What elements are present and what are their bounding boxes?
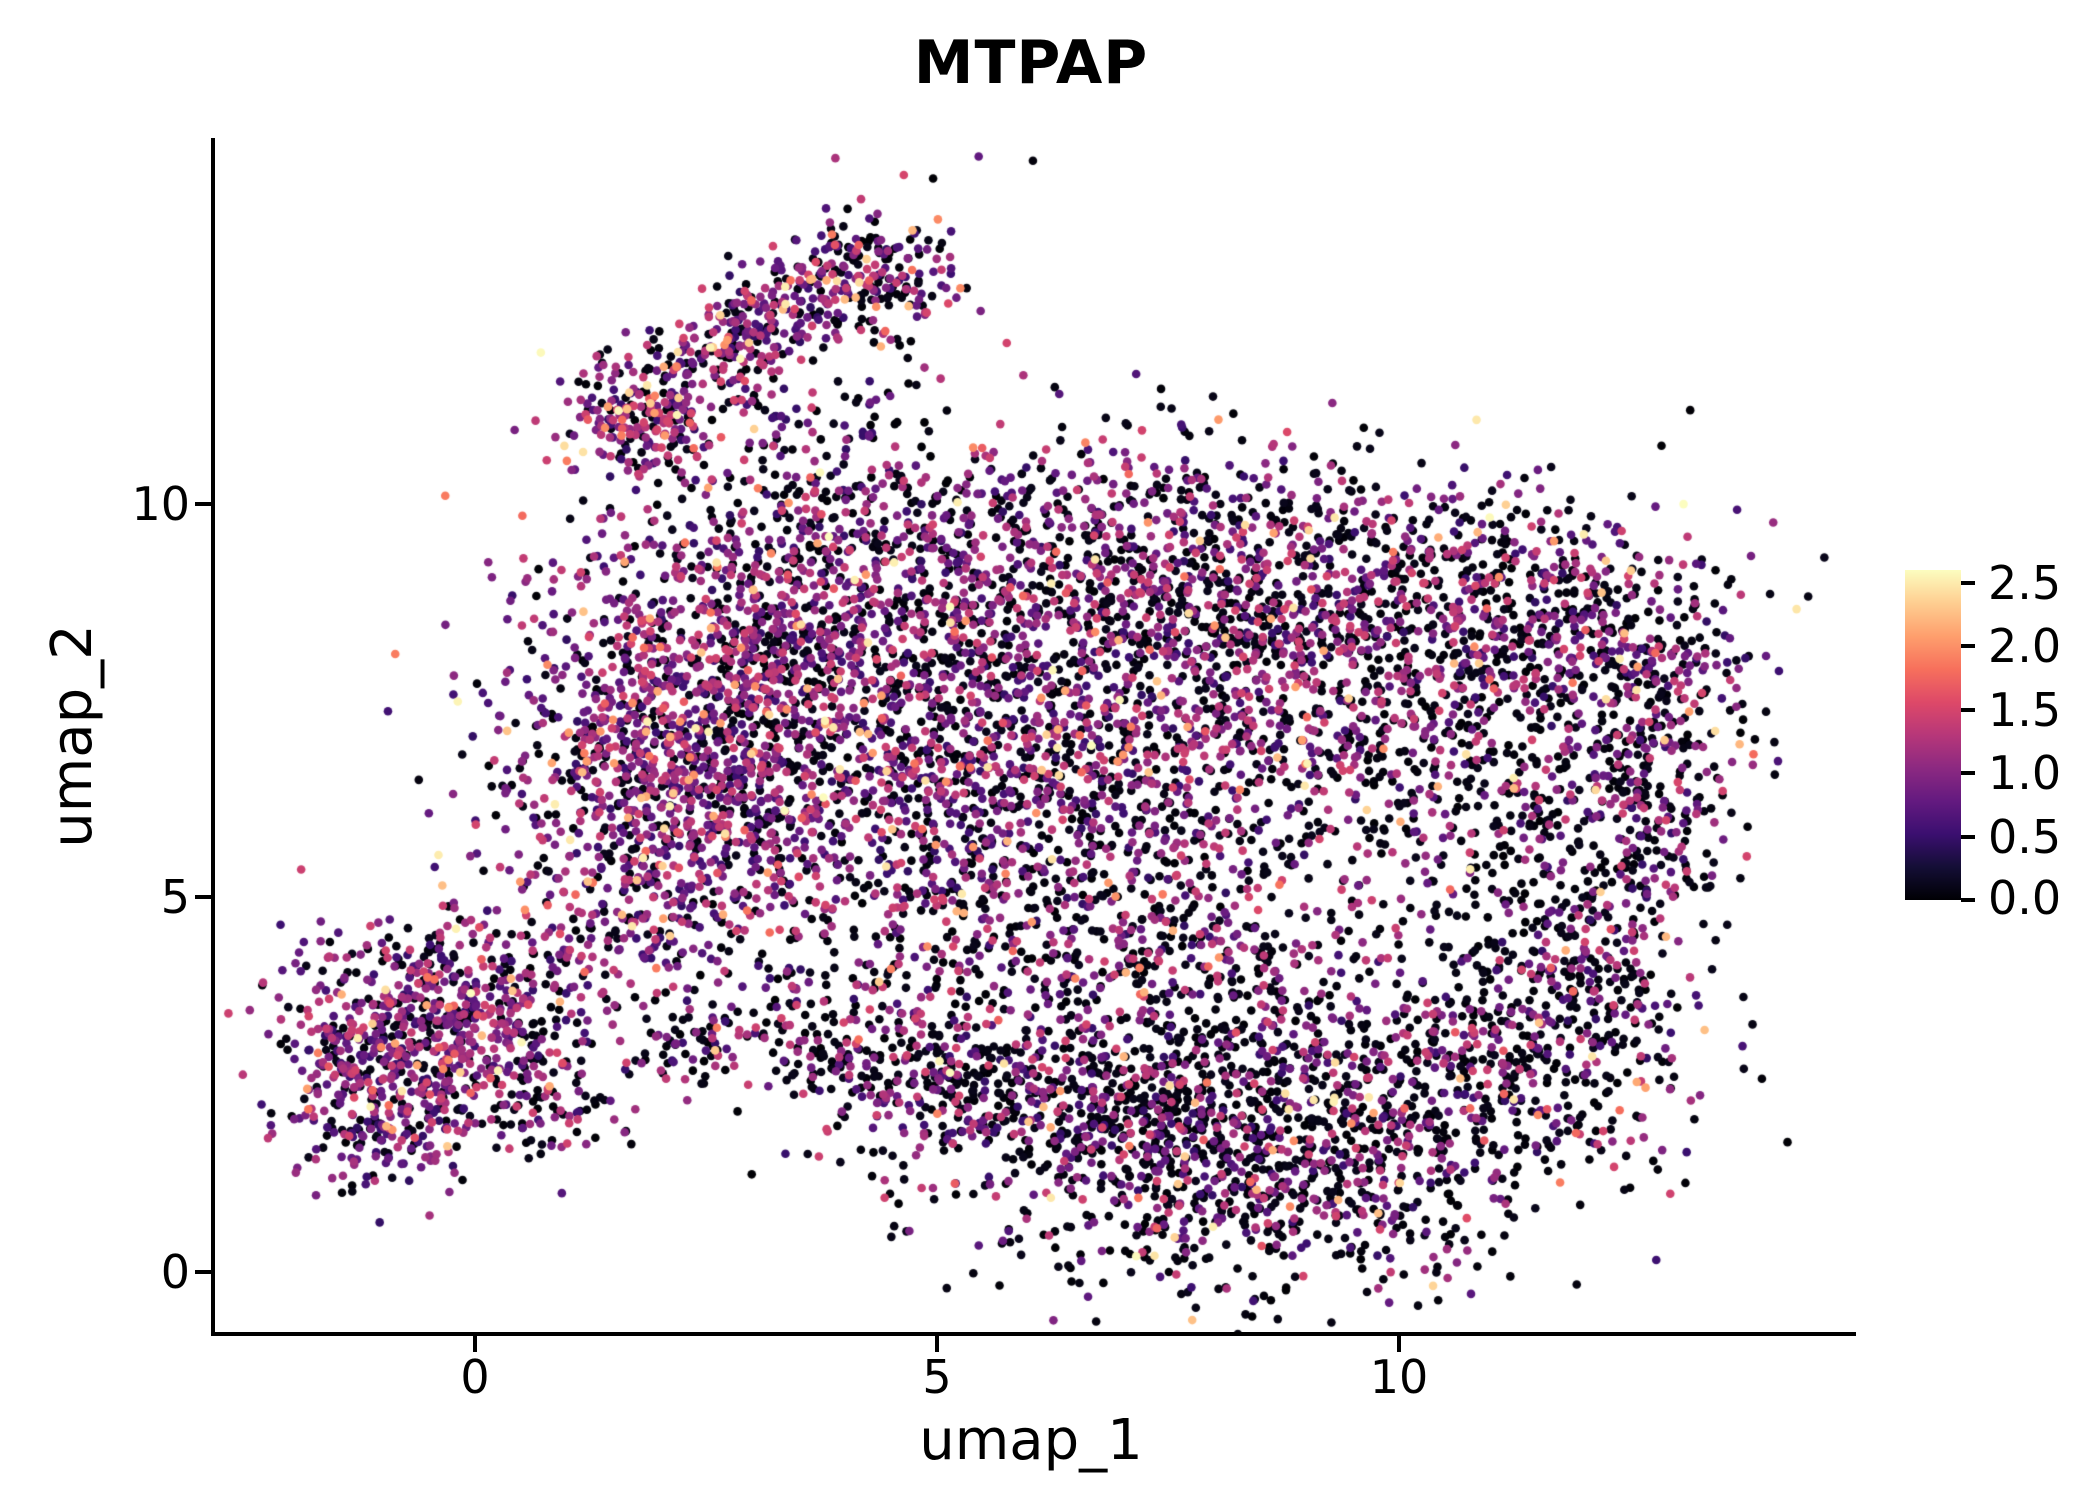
y-tick-mark [195,895,211,899]
colorbar-tick-label: 0.5 [1988,810,2062,864]
x-tick-label: 10 [1369,1350,1429,1404]
colorbar-tick-mark [1961,771,1975,775]
x-tick-mark [935,1336,939,1352]
y-tick-label: 0 [160,1245,190,1299]
x-axis-title: umap_1 [919,1408,1143,1473]
colorbar-tick-mark [1961,581,1975,585]
colorbar-tick-label: 0.0 [1988,871,2062,925]
plot-title: MTPAP [913,28,1149,98]
x-tick-mark [1397,1336,1401,1352]
y-axis-title: umap_2 [40,624,105,848]
y-tick-mark [195,502,211,506]
colorbar-tick-label: 2.0 [1988,619,2062,673]
x-tick-label: 0 [460,1350,490,1404]
colorbar-tick-mark [1961,644,1975,648]
y-tick-label: 10 [131,477,190,531]
y-tick-mark [195,1270,211,1274]
x-tick-label: 5 [922,1350,952,1404]
y-axis-line [211,138,215,1336]
y-tick-label: 5 [160,870,190,924]
colorbar-tick-label: 1.0 [1988,746,2062,800]
colorbar-tick-label: 1.5 [1988,683,2062,737]
colorbar-gradient [1905,570,1961,900]
x-axis-line [211,1332,1856,1336]
x-tick-mark [473,1336,477,1352]
colorbar-tick-label: 2.5 [1988,556,2062,610]
colorbar-tick-mark [1961,898,1975,902]
colorbar-tick-mark [1961,835,1975,839]
scatter-canvas [214,140,1848,1332]
colorbar-tick-mark [1961,708,1975,712]
